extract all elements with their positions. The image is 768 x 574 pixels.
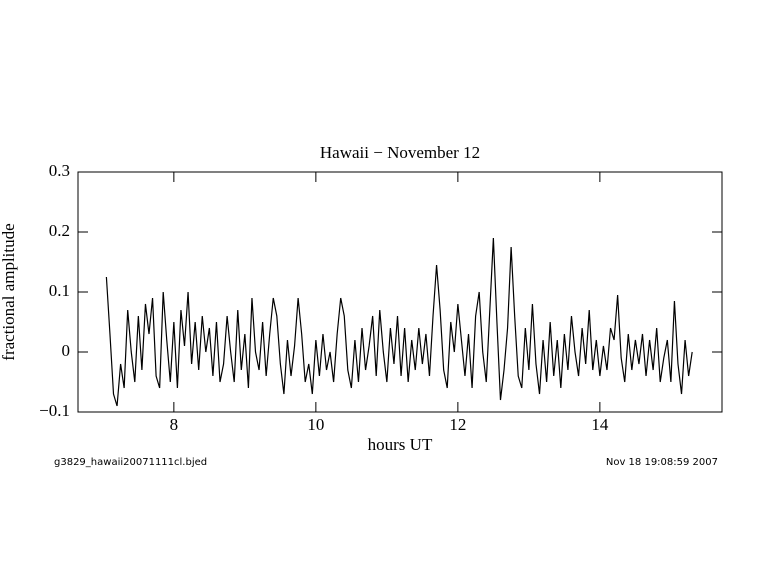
x-tick-label: 14 — [591, 415, 609, 434]
chart-title: Hawaii − November 12 — [320, 143, 480, 162]
y-tick-label: 0.3 — [49, 161, 70, 180]
y-tick-label: 0 — [62, 341, 71, 360]
light-curve — [105, 237, 693, 407]
y-tick-label: 0.2 — [49, 221, 70, 240]
y-tick-label: −0.1 — [39, 401, 70, 420]
x-tick-label: 10 — [307, 415, 324, 434]
x-tick-label: 12 — [449, 415, 466, 434]
y-axis-label: fractional amplitude — [0, 223, 18, 360]
x-axis-label: hours UT — [368, 435, 433, 454]
footer-left: g3829_hawaii20071111cl.bjed — [54, 457, 207, 468]
footer-right: Nov 18 19:08:59 2007 — [606, 457, 718, 468]
y-tick-label: 0.1 — [49, 281, 70, 300]
x-tick-label: 8 — [170, 415, 179, 434]
